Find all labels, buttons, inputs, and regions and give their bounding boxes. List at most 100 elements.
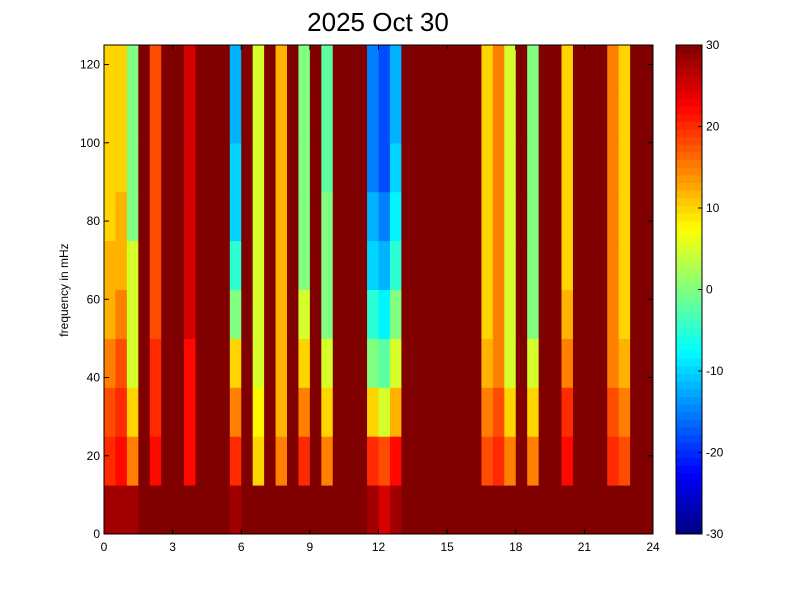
heatmap-cell bbox=[401, 93, 414, 144]
heatmap-cell bbox=[515, 436, 528, 486]
colorbar-swatch bbox=[676, 136, 702, 145]
heatmap-cell bbox=[367, 45, 379, 95]
colorbar-swatch bbox=[676, 266, 702, 275]
heatmap-cell bbox=[321, 142, 334, 193]
heatmap-cell bbox=[378, 142, 391, 193]
heatmap-cell bbox=[641, 93, 654, 144]
heatmap-cell bbox=[435, 338, 448, 388]
heatmap-cell bbox=[389, 93, 402, 144]
heatmap-cell bbox=[264, 240, 277, 290]
heatmap-cell bbox=[126, 93, 139, 144]
heatmap-cell bbox=[561, 240, 574, 290]
heatmap-cell bbox=[595, 142, 608, 193]
heatmap-cell bbox=[641, 436, 654, 486]
heatmap-cell bbox=[572, 240, 585, 290]
heatmap-cell bbox=[584, 338, 597, 388]
heatmap-cell bbox=[515, 485, 528, 535]
heatmap-cell bbox=[481, 93, 494, 144]
heatmap-cell bbox=[527, 45, 540, 95]
colorbar-swatch bbox=[676, 75, 702, 84]
colorbar-swatch bbox=[676, 213, 702, 222]
heatmap-cell bbox=[138, 338, 151, 388]
heatmap-cell bbox=[344, 289, 357, 339]
heatmap-cell bbox=[481, 289, 494, 339]
heatmap-cell bbox=[241, 45, 254, 95]
heatmap-cell bbox=[401, 338, 414, 388]
colorbar-swatch bbox=[676, 511, 702, 520]
heatmap-cell bbox=[252, 45, 265, 95]
heatmap-cell bbox=[458, 387, 471, 437]
heatmap-cell bbox=[184, 240, 196, 290]
heatmap-cell bbox=[275, 436, 288, 486]
heatmap-cell bbox=[195, 289, 208, 339]
colorbar-swatch bbox=[676, 526, 702, 535]
heatmap-cell bbox=[435, 45, 448, 95]
heatmap-cell bbox=[470, 485, 482, 535]
heatmap-cell bbox=[515, 142, 528, 193]
colorbar-swatch bbox=[676, 465, 702, 474]
heatmap-cell bbox=[561, 338, 574, 388]
heatmap-cell bbox=[104, 338, 116, 388]
heatmap-cell bbox=[344, 191, 357, 242]
heatmap-cell bbox=[309, 289, 322, 339]
heatmap-cell bbox=[561, 387, 574, 437]
heatmap-cell bbox=[104, 142, 116, 193]
heatmap-cell bbox=[492, 387, 505, 437]
heatmap-cell bbox=[252, 240, 265, 290]
heatmap-cell bbox=[492, 289, 505, 339]
heatmap-cell bbox=[607, 436, 620, 486]
heatmap-cell bbox=[630, 485, 643, 535]
heatmap-cell bbox=[367, 485, 379, 535]
heatmap-cell bbox=[641, 191, 654, 242]
heatmap-cell bbox=[161, 387, 174, 437]
colorbar-swatch bbox=[676, 197, 702, 206]
heatmap-cell bbox=[435, 289, 448, 339]
heatmap-cell bbox=[538, 289, 551, 339]
heatmap-cell bbox=[264, 93, 277, 144]
heatmap-cell bbox=[184, 93, 196, 144]
heatmap-cell bbox=[424, 191, 437, 242]
heatmap-cell bbox=[287, 387, 299, 437]
heatmap-cell bbox=[378, 93, 391, 144]
colorbar-swatch bbox=[676, 365, 702, 375]
heatmap-cell bbox=[618, 338, 631, 388]
chart-title: 2025 Oct 30 bbox=[307, 7, 449, 37]
colorbar-swatch bbox=[676, 220, 702, 229]
heatmap-cell bbox=[206, 387, 219, 437]
heatmap-cell bbox=[161, 289, 174, 339]
heatmap-cell bbox=[492, 485, 505, 535]
heatmap-cell bbox=[527, 436, 540, 486]
heatmap-cell bbox=[481, 485, 494, 535]
heatmap-cell bbox=[138, 240, 151, 290]
heatmap-cell bbox=[630, 240, 643, 290]
heatmap-cell bbox=[104, 289, 116, 339]
heatmap-cell bbox=[161, 485, 174, 535]
heatmap-cell bbox=[447, 485, 460, 535]
heatmap-cell bbox=[355, 142, 368, 193]
y-tick-label: 40 bbox=[87, 371, 101, 385]
heatmap-cell bbox=[138, 93, 151, 144]
x-tick-label: 6 bbox=[238, 540, 245, 554]
heatmap-cell bbox=[561, 142, 574, 193]
heatmap-cell bbox=[367, 338, 379, 388]
heatmap-cell bbox=[447, 387, 460, 437]
heatmap-cell bbox=[149, 289, 162, 339]
heatmap-cell bbox=[264, 485, 277, 535]
heatmap-cell bbox=[504, 142, 517, 193]
heatmap-cell bbox=[401, 289, 414, 339]
colorbar-swatch bbox=[676, 495, 702, 504]
heatmap-cell bbox=[389, 485, 402, 535]
heatmap-cell bbox=[447, 436, 460, 486]
heatmap-cell bbox=[287, 240, 299, 290]
colorbar-swatch bbox=[676, 151, 702, 161]
heatmap-cell bbox=[424, 289, 437, 339]
heatmap-cell bbox=[138, 191, 151, 242]
heatmap-cell bbox=[332, 191, 345, 242]
heatmap-cell bbox=[538, 93, 551, 144]
heatmap-cell bbox=[218, 93, 231, 144]
colorbar-swatch bbox=[676, 449, 702, 459]
heatmap-cell bbox=[447, 338, 460, 388]
heatmap-cell bbox=[149, 45, 162, 95]
heatmap-cell bbox=[572, 191, 585, 242]
colorbar-swatch bbox=[676, 335, 702, 344]
